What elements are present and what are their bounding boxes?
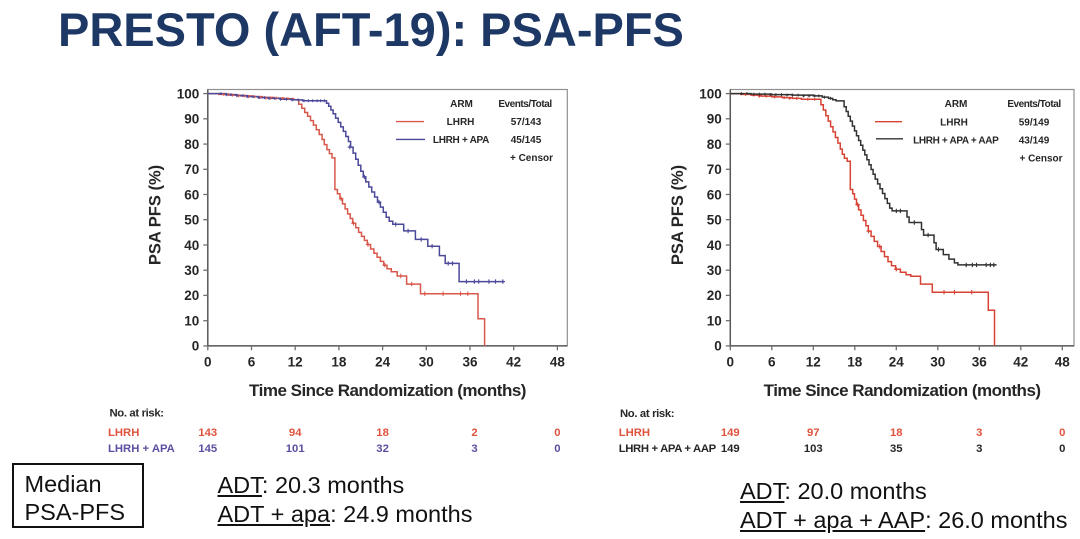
svg-text:6: 6 <box>768 355 776 370</box>
svg-text:42: 42 <box>1013 355 1028 370</box>
svg-text:18: 18 <box>847 355 863 370</box>
svg-text:LHRH + APA: LHRH + APA <box>433 135 489 146</box>
svg-text:30: 30 <box>184 263 199 278</box>
svg-text:6: 6 <box>248 355 256 370</box>
svg-text:70: 70 <box>707 162 722 177</box>
svg-text:ARM: ARM <box>945 99 968 110</box>
svg-text:PSA PFS (%): PSA PFS (%) <box>669 165 687 265</box>
svg-text:LHRH: LHRH <box>940 118 968 129</box>
svg-text:30: 30 <box>707 263 722 278</box>
svg-text:70: 70 <box>184 162 199 177</box>
svg-text:3: 3 <box>471 443 477 455</box>
svg-text:149: 149 <box>721 427 740 439</box>
svg-text:LHRH: LHRH <box>447 117 475 128</box>
svg-text:48: 48 <box>550 355 566 370</box>
svg-text:90: 90 <box>707 112 722 127</box>
svg-text:0: 0 <box>1059 427 1065 439</box>
svg-text:80: 80 <box>184 137 199 152</box>
svg-text:30: 30 <box>930 355 945 370</box>
svg-text:LHRH + APA + AAP: LHRH + APA + AAP <box>913 136 999 147</box>
svg-text:10: 10 <box>707 314 722 329</box>
svg-text:60: 60 <box>707 187 722 202</box>
svg-text:0: 0 <box>727 355 735 370</box>
svg-text:43/149: 43/149 <box>1019 136 1050 147</box>
svg-text:LHRH: LHRH <box>619 427 650 439</box>
svg-text:45/145: 45/145 <box>511 135 542 146</box>
svg-text:24: 24 <box>375 355 391 370</box>
svg-text:0: 0 <box>204 355 212 370</box>
svg-text:Events/Total: Events/Total <box>498 99 552 110</box>
svg-text:0: 0 <box>192 339 200 354</box>
svg-text:Time Since Randomization (mont: Time Since Randomization (months) <box>249 381 526 400</box>
svg-text:LHRH + APA: LHRH + APA <box>108 443 175 455</box>
svg-text:Time Since Randomization (mont: Time Since Randomization (months) <box>764 381 1041 400</box>
svg-text:+ Censor: + Censor <box>1019 154 1062 165</box>
svg-text:No. at risk:: No. at risk: <box>110 408 164 420</box>
svg-text:18: 18 <box>331 355 347 370</box>
svg-text:145: 145 <box>198 443 217 455</box>
svg-text:60: 60 <box>184 187 199 202</box>
svg-text:50: 50 <box>707 213 722 228</box>
svg-text:97: 97 <box>807 427 820 439</box>
svg-text:35: 35 <box>890 443 903 455</box>
svg-text:12: 12 <box>806 355 821 370</box>
svg-text:3: 3 <box>976 443 982 455</box>
svg-text:+ Censor: + Censor <box>510 153 553 164</box>
svg-text:36: 36 <box>462 355 478 370</box>
svg-text:12: 12 <box>288 355 303 370</box>
svg-text:18: 18 <box>890 427 903 439</box>
svg-text:0: 0 <box>1059 443 1065 455</box>
svg-text:ARM: ARM <box>450 99 473 110</box>
svg-text:32: 32 <box>376 443 389 455</box>
svg-text:59/149: 59/149 <box>1019 118 1050 129</box>
svg-text:100: 100 <box>699 86 722 101</box>
svg-text:0: 0 <box>554 427 560 439</box>
svg-text:0: 0 <box>714 339 722 354</box>
svg-text:LHRH: LHRH <box>108 427 139 439</box>
svg-text:103: 103 <box>804 443 823 455</box>
svg-text:36: 36 <box>972 355 988 370</box>
svg-text:3: 3 <box>976 427 982 439</box>
svg-text:80: 80 <box>707 137 722 152</box>
svg-text:10: 10 <box>184 314 199 329</box>
svg-text:143: 143 <box>198 427 217 439</box>
svg-text:20: 20 <box>707 288 722 303</box>
svg-text:50: 50 <box>184 213 199 228</box>
svg-text:No. at risk:: No. at risk: <box>620 408 674 420</box>
svg-text:Events/Total: Events/Total <box>1007 99 1061 110</box>
svg-text:24: 24 <box>889 355 905 370</box>
svg-text:42: 42 <box>506 355 521 370</box>
svg-text:18: 18 <box>376 427 389 439</box>
svg-text:30: 30 <box>419 355 434 370</box>
svg-text:PSA PFS (%): PSA PFS (%) <box>146 165 164 265</box>
svg-text:57/143: 57/143 <box>511 117 542 128</box>
svg-text:48: 48 <box>1055 355 1071 370</box>
svg-text:LHRH + APA + AAP: LHRH + APA + AAP <box>619 443 717 455</box>
svg-text:40: 40 <box>184 238 199 253</box>
svg-text:20: 20 <box>184 288 199 303</box>
svg-text:149: 149 <box>721 443 740 455</box>
svg-text:2: 2 <box>471 427 477 439</box>
svg-text:100: 100 <box>177 86 200 101</box>
svg-text:94: 94 <box>289 427 302 439</box>
svg-text:40: 40 <box>707 238 722 253</box>
svg-text:0: 0 <box>554 443 560 455</box>
svg-text:101: 101 <box>286 443 305 455</box>
svg-text:90: 90 <box>184 112 199 127</box>
